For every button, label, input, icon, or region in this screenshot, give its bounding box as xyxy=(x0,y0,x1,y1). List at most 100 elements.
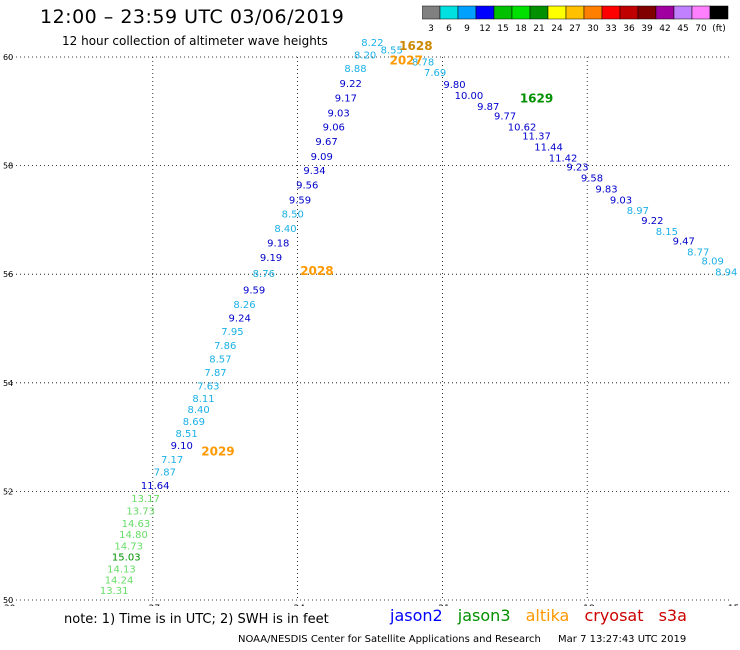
wave-height-point: 8.09 xyxy=(702,257,724,268)
wave-height-point: 7.87 xyxy=(204,368,226,379)
time-annotation: 1628 xyxy=(399,39,432,53)
wave-height-point: 11.42 xyxy=(549,153,578,164)
wave-height-point: 14.24 xyxy=(105,575,134,586)
scale-label: (ft) xyxy=(712,24,726,34)
wave-height-point: 8.15 xyxy=(656,227,678,238)
scale-label: 12 xyxy=(479,24,490,34)
scale-label: 6 xyxy=(446,24,452,34)
satellite-cryosat: cryosat xyxy=(584,606,644,625)
y-tick-label: 50 xyxy=(3,596,13,605)
y-tick-label: 54 xyxy=(3,379,13,388)
wave-height-point: 9.09 xyxy=(311,152,333,163)
credit-timestamp: Mar 7 13:27:43 UTC 2019 xyxy=(558,634,687,645)
wave-height-point: 9.22 xyxy=(641,216,663,227)
wave-height-point: 9.23 xyxy=(566,163,588,174)
scale-label: 9 xyxy=(464,24,470,34)
x-tick-label: -18 xyxy=(580,604,595,606)
wave-height-point: 8.88 xyxy=(344,64,366,75)
y-tick-label: 56 xyxy=(3,270,13,279)
wave-height-point: 8.69 xyxy=(183,417,205,428)
satellite-s3a: s3a xyxy=(658,606,687,625)
color-scale-legend: 3 6 9 12 15 18 21 24 27 30 33 36 39 42 45 70 (ft) xyxy=(422,5,729,34)
wave-height-point: 15.03 xyxy=(112,553,141,564)
x-tick-label: -15 xyxy=(725,604,740,606)
wave-height-point: 14.80 xyxy=(119,530,148,541)
wave-height-point: 9.19 xyxy=(260,253,282,264)
footer-note: note: 1) Time is in UTC; 2) SWH is in fe… xyxy=(64,612,329,627)
wave-height-point: 7.86 xyxy=(214,341,236,352)
wave-height-point: 9.83 xyxy=(595,184,617,195)
y-tick-label: 60 xyxy=(3,53,13,62)
wave-height-point: 9.80 xyxy=(443,80,465,91)
wave-height-point: 9.56 xyxy=(296,181,318,192)
y-tick-label: 58 xyxy=(3,162,13,171)
wave-height-point: 9.87 xyxy=(477,102,499,113)
wave-height-point: 8.51 xyxy=(175,429,197,440)
time-annotation: 2028 xyxy=(300,264,333,278)
wave-height-point: 9.06 xyxy=(323,123,345,134)
wave-height-point: 9.59 xyxy=(289,195,311,206)
x-tick-label: -30 xyxy=(1,604,16,606)
wave-height-point: 8.11 xyxy=(192,394,214,405)
wave-height-point: 9.03 xyxy=(327,108,349,119)
satellite-altika: altika xyxy=(525,606,570,625)
wave-height-point: 9.77 xyxy=(494,112,516,123)
scale-label: 3 xyxy=(428,24,434,34)
wave-height-point: 8.94 xyxy=(715,267,737,278)
scale-label: 18 xyxy=(515,24,527,34)
wave-height-point: 9.18 xyxy=(267,239,289,250)
wave-height-point: 8.97 xyxy=(627,206,649,217)
wave-height-point: 13.73 xyxy=(126,506,155,517)
time-annotation: 2029 xyxy=(201,445,234,459)
wave-height-point: 8.78 xyxy=(412,57,434,68)
scale-label: 45 xyxy=(677,24,688,34)
chart-subtitle: 12 hour collection of altimeter wave hei… xyxy=(62,34,328,48)
wave-height-point: 10.00 xyxy=(455,91,484,102)
wave-height-point: 14.13 xyxy=(107,565,136,576)
x-tick-label: -21 xyxy=(435,604,450,606)
scale-label: 36 xyxy=(623,24,635,34)
wave-height-point: 8.40 xyxy=(188,405,210,416)
satellite-jason2: jason2 xyxy=(390,606,443,625)
wave-height-point: 11.37 xyxy=(522,132,551,143)
scale-label: 39 xyxy=(641,24,653,34)
wave-height-point: 8.57 xyxy=(209,354,231,365)
wave-height-point: 8.55 xyxy=(381,45,403,56)
wave-height-point: 9.67 xyxy=(315,137,337,148)
wave-height-point: 8.40 xyxy=(274,224,296,235)
wave-height-point: 8.20 xyxy=(354,50,376,61)
wave-height-point: 11.64 xyxy=(141,481,170,492)
y-tick-label: 52 xyxy=(3,487,13,496)
scale-swatch xyxy=(709,5,729,20)
wave-height-point: 9.34 xyxy=(303,166,325,177)
wave-height-point: 7.69 xyxy=(424,68,446,79)
satellite-legend: jason2 jason3 altika cryosat s3a xyxy=(390,606,697,625)
wave-height-point: 7.17 xyxy=(161,455,183,466)
scale-label: 15 xyxy=(497,24,508,34)
wave-height-point: 9.10 xyxy=(171,441,193,452)
wave-height-point: 9.59 xyxy=(243,285,265,296)
credit-text: NOAA/NESDIS Center for Satellite Applica… xyxy=(238,634,541,645)
scale-label: 24 xyxy=(551,24,563,34)
scale-label: 70 xyxy=(695,24,707,34)
wave-height-point: 9.03 xyxy=(610,195,632,206)
wave-height-point: 11.44 xyxy=(534,143,563,154)
wave-height-point: 9.17 xyxy=(335,94,357,105)
wave-height-point: 7.87 xyxy=(154,467,176,478)
wave-height-point: 8.26 xyxy=(233,300,255,311)
satellite-jason3: jason3 xyxy=(457,606,511,625)
wave-height-plot: -30 -27 -24 -21 -18 -15 50 52 54 56 58 60 13.3114.24… xyxy=(1,38,740,606)
time-annotation: 1629 xyxy=(520,92,553,106)
wave-height-point: 8.50 xyxy=(282,209,304,220)
x-tick-label: -27 xyxy=(145,604,160,606)
chart-title: 12:00 – 23:59 UTC 03/06/2019 xyxy=(40,6,345,28)
time-annotation: 2027 xyxy=(389,54,422,68)
wave-height-point: 9.58 xyxy=(581,174,603,185)
scale-label: 21 xyxy=(533,24,544,34)
wave-height-point: 9.24 xyxy=(229,314,251,325)
wave-height-point: 10.62 xyxy=(508,123,537,134)
wave-height-point: 7.63 xyxy=(197,382,219,393)
scale-label: 42 xyxy=(659,24,670,34)
x-tick-label: -24 xyxy=(290,604,305,606)
wave-height-point: 13.17 xyxy=(131,494,160,505)
